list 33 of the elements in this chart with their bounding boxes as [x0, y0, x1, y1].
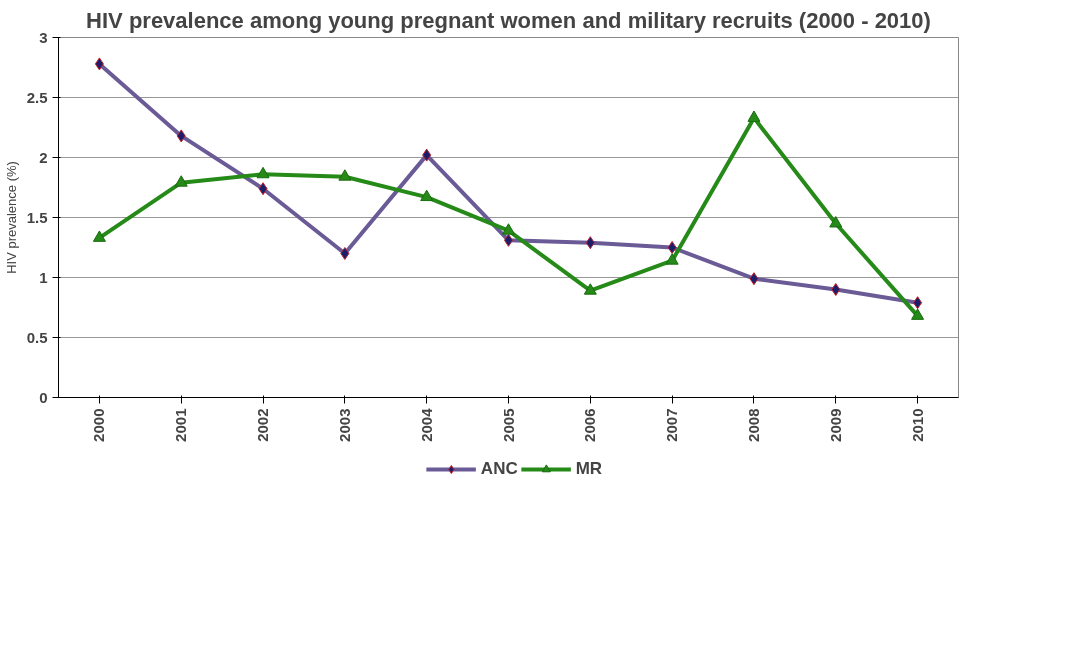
point: [583, 283, 597, 295]
point: [338, 169, 352, 181]
y-tick-label: 1.5: [26, 208, 48, 226]
legend-label: ANC: [480, 459, 518, 479]
chart-title: HIV prevalence among young pregnant women and military recruits (2000 - 2010): [86, 7, 931, 33]
y-tick-label: 2: [39, 148, 48, 166]
point: [92, 230, 106, 242]
point: [256, 166, 270, 179]
y-tick-label: 0: [39, 388, 48, 406]
x-tick-label: 2006: [581, 408, 599, 442]
x-tick-label: 2010: [908, 408, 926, 442]
point: [911, 308, 925, 320]
y-axis-title: HIV prevalence (%): [3, 161, 19, 274]
point: [665, 253, 679, 265]
point: [420, 189, 434, 202]
point: [747, 110, 761, 122]
y-tick-label: 0.5: [26, 328, 48, 346]
y-tick-label: 2.5: [26, 88, 48, 106]
x-tick-label: 2004: [417, 407, 435, 442]
y-tick-label: 1: [39, 268, 48, 286]
x-tick-label: 2000: [90, 408, 108, 442]
x-tick-label: 2003: [335, 408, 353, 442]
point: [829, 216, 843, 228]
point: [502, 223, 515, 235]
y-tick-label: 3: [39, 28, 48, 46]
point: [174, 175, 188, 187]
legend-label: MR: [575, 459, 603, 479]
x-tick-label: 2002: [254, 408, 272, 442]
x-tick-label: 2009: [826, 408, 844, 442]
x-tick-label: 2008: [744, 408, 762, 442]
x-tick-label: 2005: [499, 408, 517, 442]
x-tick-label: 2007: [663, 408, 681, 442]
x-tick-label: 2001: [172, 408, 190, 442]
